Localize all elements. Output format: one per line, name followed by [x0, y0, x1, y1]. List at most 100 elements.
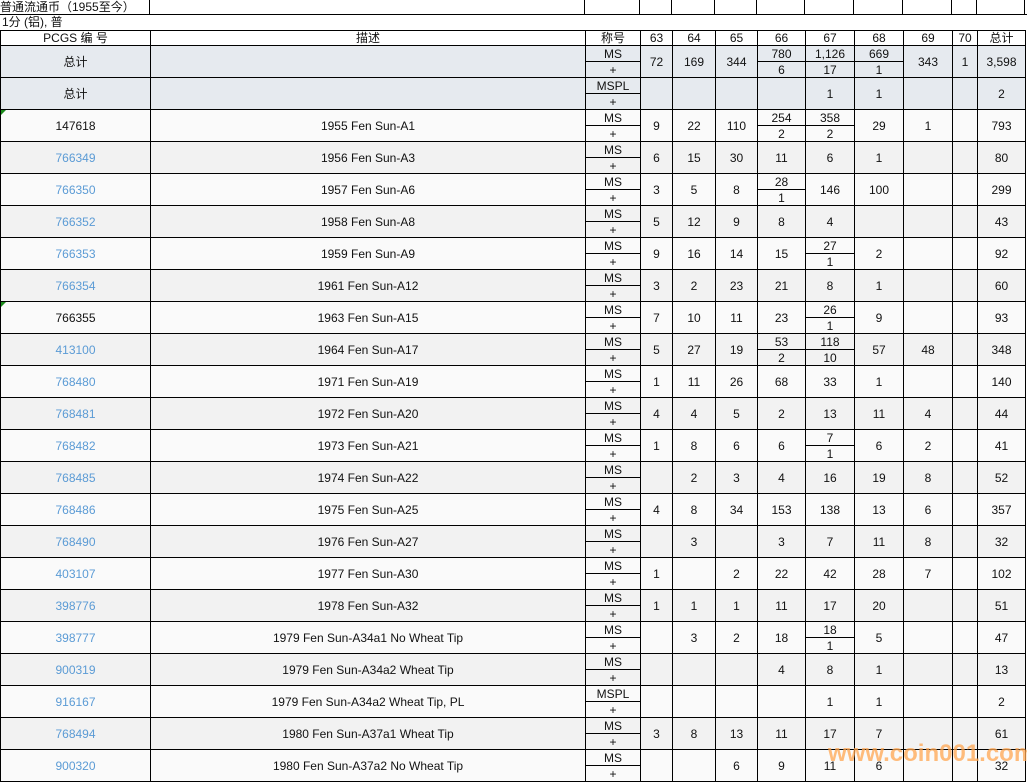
- pcgs-number-link[interactable]: 768480: [55, 374, 96, 389]
- pcgs-number-cell[interactable]: 766353: [0, 237, 151, 270]
- table-row-plus: +1: [1, 445, 1026, 462]
- grade-64-count: 8: [672, 429, 716, 462]
- pcgs-number-cell[interactable]: 768482: [0, 429, 151, 462]
- row-total: 2: [977, 685, 1026, 718]
- pcgs-number-link[interactable]: 768486: [55, 502, 96, 517]
- pcgs-number-link[interactable]: 766354: [55, 278, 96, 293]
- pcgs-number-cell[interactable]: 768490: [0, 525, 151, 558]
- header-grade-65: 65: [715, 30, 758, 46]
- grade-68-count: 1: [854, 365, 904, 398]
- pcgs-number-link[interactable]: 403107: [55, 566, 96, 581]
- pcgs-number-link[interactable]: 768481: [55, 406, 96, 421]
- designation-cell: MS: [585, 749, 641, 766]
- pcgs-number-link[interactable]: 398776: [55, 598, 96, 613]
- grade-67-count: 26: [805, 301, 855, 318]
- grade-63-count: 5: [640, 333, 673, 366]
- grade-69-count: 6: [903, 493, 953, 526]
- pcgs-number-cell[interactable]: 766349: [0, 141, 151, 174]
- grade-66-count: 15: [757, 237, 806, 270]
- pcgs-number-link[interactable]: 766349: [55, 150, 96, 165]
- pcgs-number-link[interactable]: 768494: [55, 726, 96, 741]
- grade-67-count: 358: [805, 109, 855, 126]
- designation-cell: MS: [585, 461, 641, 478]
- pcgs-number-link[interactable]: 768490: [55, 534, 96, 549]
- pcgs-number-cell[interactable]: 768481: [0, 397, 151, 430]
- pcgs-number-cell[interactable]: 403107: [0, 557, 151, 590]
- pcgs-number-link[interactable]: 916167: [55, 694, 96, 709]
- description-cell: 1958 Fen Sun-A8: [150, 205, 586, 238]
- grade-66-plus-count: 2: [757, 349, 806, 366]
- grade-66-plus-count: 1: [757, 189, 806, 206]
- description-cell: 1974 Fen Sun-A22: [150, 461, 586, 494]
- pcgs-number-cell[interactable]: 768480: [0, 365, 151, 398]
- designation-plus-cell: +: [585, 445, 641, 462]
- grade-65-count: 5: [715, 397, 758, 430]
- pcgs-number-link[interactable]: 766353: [55, 246, 96, 261]
- grade-66-count: 4: [757, 653, 806, 686]
- pcgs-number-cell[interactable]: 768485: [0, 461, 151, 494]
- pcgs-number-cell[interactable]: 398776: [0, 589, 151, 622]
- description-cell: 1959 Fen Sun-A9: [150, 237, 586, 270]
- pcgs-number-link[interactable]: 900320: [55, 758, 96, 773]
- row-total: 32: [977, 525, 1026, 558]
- designation-cell: MS: [585, 333, 641, 350]
- description-cell: 1980 Fen Sun-A37a1 Wheat Tip: [150, 717, 586, 750]
- table-row: 768480 1971 Fen Sun-A19 MS 1 11 26 68 33 1 140: [0, 365, 1026, 398]
- pcgs-number-cell[interactable]: 900320: [0, 749, 151, 782]
- header-row: PCGS 编 号描述 称号 63 64 65 66 67 68 69 70 总计: [0, 30, 1026, 46]
- grade-63-count: 72: [640, 45, 673, 78]
- grade-67-count: 27: [805, 237, 855, 254]
- grade-70-count: [952, 205, 978, 238]
- pcgs-number-cell[interactable]: 768486: [0, 493, 151, 526]
- pcgs-number-cell[interactable]: 766352: [0, 205, 151, 238]
- grade-70-count: [952, 141, 978, 174]
- table-row: 768485 1974 Fen Sun-A22 MS 2 3 4 16 19 8 52: [0, 461, 1026, 494]
- grade-69-count: [903, 269, 953, 302]
- description-cell: 1976 Fen Sun-A27: [150, 525, 586, 558]
- designation-plus-cell: +: [585, 701, 641, 718]
- grade-68-count: 2: [854, 237, 904, 270]
- grade-70-count: [952, 237, 978, 270]
- grade-67-plus-count: 17: [805, 61, 855, 78]
- description-cell: 1979 Fen Sun-A34a2 Wheat Tip, PL: [150, 685, 586, 718]
- grade-63-count: 4: [640, 493, 673, 526]
- grade-68-count: 20: [854, 589, 904, 622]
- grade-67-plus-count: 1: [805, 253, 855, 270]
- grade-63-count: [640, 461, 673, 494]
- pcgs-number-cell[interactable]: 916167: [0, 685, 151, 718]
- table-row: 766352 1958 Fen Sun-A8 MS 5 12 9 8 4 43: [0, 205, 1026, 238]
- table-row: 900319 1979 Fen Sun-A34a2 Wheat Tip MS 4 8 1 1…: [0, 653, 1026, 686]
- grade-67-count: 118: [805, 333, 855, 350]
- grade-70-count: [952, 365, 978, 398]
- pcgs-number-link[interactable]: 768485: [55, 470, 96, 485]
- table-row-plus: +: [1, 765, 1026, 782]
- pcgs-number-link[interactable]: 398777: [55, 630, 96, 645]
- table-row-plus: +: [1, 157, 1026, 174]
- table-row-plus: +: [1, 573, 1026, 590]
- row-total: 80: [977, 141, 1026, 174]
- designation-cell: MS: [585, 301, 641, 318]
- pcgs-number-cell[interactable]: 413100: [0, 333, 151, 366]
- pcgs-number-cell[interactable]: 766354: [0, 269, 151, 302]
- pcgs-number-link[interactable]: 766352: [55, 214, 96, 229]
- pcgs-number-link[interactable]: 768482: [55, 438, 96, 453]
- pcgs-number-link[interactable]: 413100: [55, 342, 96, 357]
- grade-66-count: 23: [757, 301, 806, 334]
- designation-cell: MS: [585, 557, 641, 574]
- grade-66-count: 4: [757, 461, 806, 494]
- grade-63-count: 3: [640, 173, 673, 206]
- pcgs-number-link[interactable]: 766350: [55, 182, 96, 197]
- header-designation: 称号: [585, 30, 641, 46]
- pcgs-number-cell[interactable]: 768494: [0, 717, 151, 750]
- pcgs-number-link: 766355: [55, 310, 96, 325]
- grade-69-count: 7: [903, 557, 953, 590]
- pcgs-number-cell[interactable]: 900319: [0, 653, 151, 686]
- grade-67-count: 8: [805, 269, 855, 302]
- table-row: 766350 1957 Fen Sun-A6 MS 3 5 8 28 146 100 299: [0, 173, 1026, 206]
- grade-69-count: 48: [903, 333, 953, 366]
- pcgs-number-link[interactable]: 900319: [55, 662, 96, 677]
- grade-64-count: 4: [672, 397, 716, 430]
- pcgs-number-cell[interactable]: 398777: [0, 621, 151, 654]
- grade-64-count: 1: [672, 589, 716, 622]
- pcgs-number-cell[interactable]: 766350: [0, 173, 151, 206]
